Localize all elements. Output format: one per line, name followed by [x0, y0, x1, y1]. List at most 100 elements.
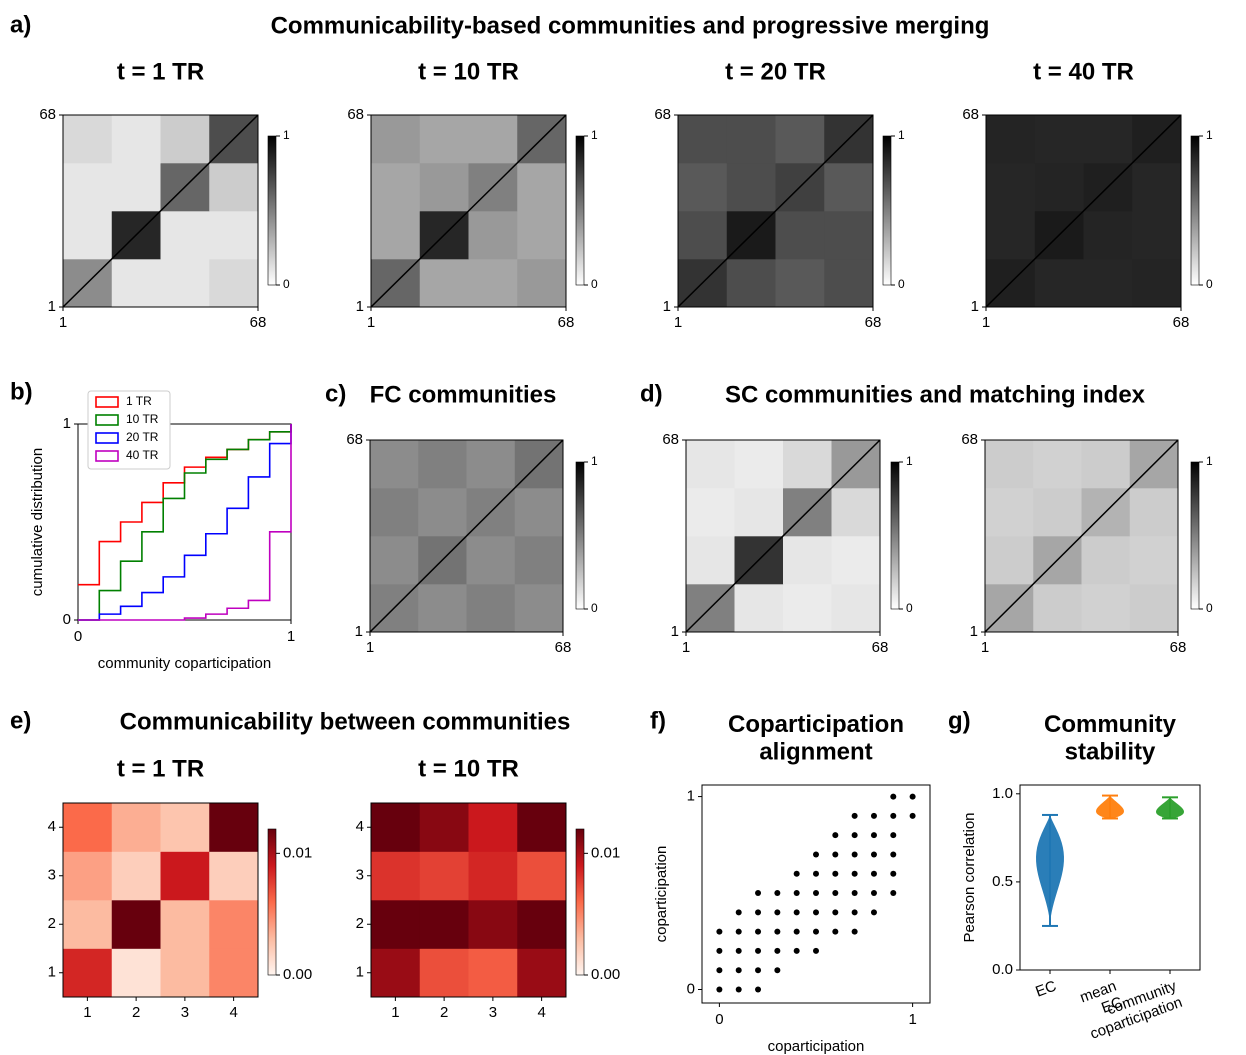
y-tick-label: 1: [971, 298, 979, 315]
colorbar-tick-label: 0: [906, 601, 913, 615]
x-tick-label: 68: [1170, 639, 1187, 656]
scatter-point: [851, 890, 858, 897]
heatmap-cell: [63, 803, 113, 852]
panel-letter: f): [650, 707, 666, 734]
chart-title: t = 20 TR: [725, 58, 826, 85]
y-tick-label: 0.0: [992, 961, 1013, 978]
scatter-point: [774, 947, 781, 954]
x-tick-label: 1: [982, 314, 990, 331]
y-tick-label: 1: [970, 623, 978, 640]
scatter-point: [755, 928, 762, 935]
heatmap-cell: [418, 440, 467, 489]
y-tick-label: 1: [355, 623, 363, 640]
heatmap-cell: [419, 851, 469, 901]
heatmap-cell: [371, 851, 421, 901]
x-tick-label: 1: [59, 314, 67, 331]
heatmap-cell: [209, 259, 259, 308]
colorbar: [1190, 135, 1200, 286]
cdf-line: [78, 424, 292, 621]
x-axis-label: community coparticipation: [98, 655, 271, 672]
y-axis-label: Pearson correlation: [961, 812, 978, 942]
heatmap-cell: [1033, 488, 1082, 537]
colorbar-tick-label: 0: [898, 277, 905, 291]
heatmap-cell: [726, 115, 776, 164]
scatter-point: [755, 909, 762, 916]
frame: [369, 439, 564, 633]
colorbar-tick-label: 0.00: [591, 966, 620, 983]
colorbar-tick-label: 0: [591, 601, 598, 615]
x-tick-label: 1: [287, 628, 295, 645]
y-tick-label: 1: [663, 298, 671, 315]
scatter-point: [909, 812, 916, 819]
x-tick-label: 0: [715, 1011, 723, 1028]
heatmap-cell: [160, 803, 210, 852]
x-tick-label: 1: [391, 1004, 399, 1021]
frame: [701, 784, 931, 1004]
y-tick-label: 3: [48, 867, 56, 884]
colorbar: [267, 135, 277, 286]
heatmap-cell: [1083, 259, 1133, 308]
heatmap-cell: [1083, 115, 1133, 164]
scatter-point: [735, 947, 742, 954]
x-tick-label: 1: [83, 1004, 91, 1021]
panel-letter: c): [325, 380, 346, 407]
x-tick-label: 68: [250, 314, 267, 331]
heatmap-cell: [418, 488, 467, 537]
x-tick-label: 3: [181, 1004, 189, 1021]
heatmap-cell: [111, 259, 161, 308]
heatmap-cell: [1033, 440, 1082, 489]
y-axis-label: coparticipation: [653, 846, 670, 943]
scatter-point: [832, 928, 839, 935]
scatter-point: [813, 870, 819, 877]
scatter-point: [755, 967, 762, 974]
y-tick-label: 4: [356, 818, 364, 835]
heatmap-cell: [686, 536, 735, 585]
heatmap-cell: [1083, 211, 1133, 260]
scatter-point: [774, 909, 781, 916]
heatmap-cell: [418, 584, 467, 633]
heatmap-cell: [517, 851, 567, 901]
scatter-point: [870, 890, 877, 897]
heatmap-cell: [371, 211, 421, 260]
heatmap-cell: [419, 803, 469, 852]
heatmap-cell: [419, 163, 469, 212]
scatter-point: [870, 870, 877, 877]
heatmap-cell: [775, 115, 825, 164]
chart-title: t = 40 TR: [1033, 58, 1134, 85]
heatmap-cell: [371, 948, 421, 998]
y-tick-label: 1: [671, 623, 679, 640]
heatmap-cell: [111, 115, 161, 164]
heatmap-cell: [209, 803, 259, 852]
x-tick-label: 1: [366, 639, 374, 656]
colorbar-tick-label: 0.00: [283, 966, 312, 983]
colorbar-tick-label: 0: [591, 277, 598, 291]
heatmap-cell: [419, 900, 469, 949]
heatmap-cell: [468, 259, 518, 308]
legend-label: 20 TR: [126, 430, 159, 444]
section-title: FC communities: [370, 381, 557, 408]
frame: [62, 802, 259, 998]
y-tick-label: 68: [962, 106, 979, 123]
heatmap-cell: [468, 851, 518, 901]
scatter-point: [793, 870, 800, 877]
heatmap-cell: [63, 948, 113, 998]
colorbar-tick-label: 0.01: [283, 844, 312, 861]
heatmap-cell: [734, 488, 784, 537]
heatmap-cell: [1081, 584, 1131, 633]
scatter-point: [813, 928, 819, 935]
heatmap-cell: [468, 803, 518, 852]
x-tick-label: 0: [74, 628, 82, 645]
heatmap-cell: [783, 584, 832, 633]
scatter-point: [755, 947, 762, 954]
chart-title: t = 10 TR: [418, 755, 519, 782]
scatter-point: [716, 928, 723, 935]
heatmap-cell: [419, 948, 469, 998]
diagonal: [984, 439, 1179, 633]
heatmap-cell: [1034, 115, 1084, 164]
heatmap-cell: [678, 115, 728, 164]
y-tick-label: 68: [961, 431, 978, 448]
heatmap-cell: [514, 536, 564, 585]
y-tick-label: 1.0: [992, 785, 1013, 802]
heatmap-cell: [517, 211, 567, 260]
